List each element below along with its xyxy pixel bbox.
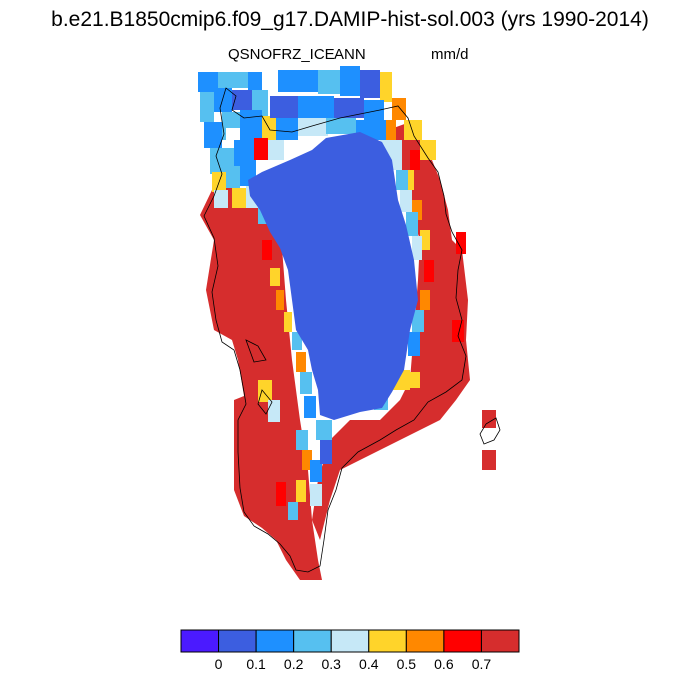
colorbar-swatch (181, 630, 219, 652)
colorbar-swatch (331, 630, 369, 652)
colorbar-tick-label: 0.4 (359, 656, 378, 672)
colorbar-swatch (481, 630, 519, 652)
colorbar-swatch (219, 630, 257, 652)
colorbar-tick-label: 0 (215, 656, 223, 672)
colorbar-swatch (444, 630, 482, 652)
colorbar-tick-label: 0.2 (284, 656, 303, 672)
colorbar-tick-label: 0.5 (397, 656, 416, 672)
colorbar-tick-label: 0.1 (246, 656, 265, 672)
colorbar-tick-label: 0.3 (321, 656, 340, 672)
colorbar-swatch (294, 630, 332, 652)
colorbar-swatch (369, 630, 407, 652)
colorbar-swatch (256, 630, 294, 652)
colorbar-tick-label: 0.7 (472, 656, 491, 672)
colorbar-tick-label: 0.6 (434, 656, 453, 672)
colorbar-swatch (406, 630, 444, 652)
